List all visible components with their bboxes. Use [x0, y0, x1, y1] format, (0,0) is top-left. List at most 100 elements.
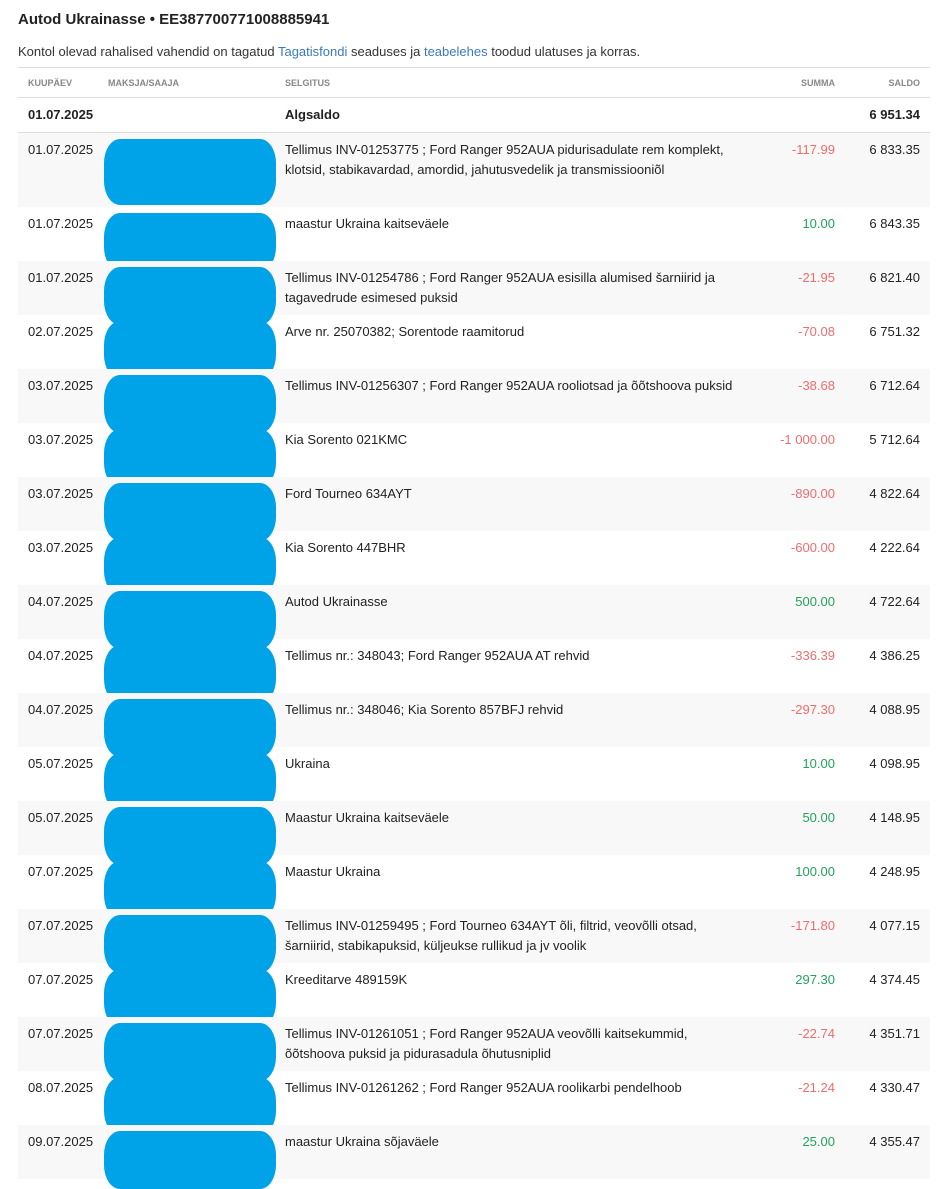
table-row[interactable]: 03.07.2025 Tellimus INV-01256307 ; Ford … — [18, 369, 930, 433]
table-row[interactable]: 05.07.2025 Maastur Ukraina kaitseväele 5… — [18, 801, 930, 865]
row-description: Arve nr. 25070382; Sorentode raamitorud — [285, 324, 525, 339]
note-text: toodud ulatuses ja korras. — [487, 44, 641, 59]
row-date: 01.07.2025 — [28, 142, 94, 157]
row-sum: 500.00 — [795, 594, 835, 609]
redacted-payer-mark — [104, 1023, 276, 1081]
row-payer — [104, 915, 285, 973]
row-description: Maastur Ukraina kaitseväele — [285, 810, 450, 825]
header-balance[interactable]: SALDO — [888, 77, 921, 88]
table-row[interactable]: 03.07.2025 Kia Sorento 021KMC -1 000.00 … — [18, 423, 930, 487]
row-sum: -22.74 — [798, 1026, 835, 1041]
teabelehes-link[interactable]: teabelehes — [423, 44, 488, 59]
row-balance: 4 248.95 — [869, 864, 920, 879]
row-sum: -70.08 — [798, 324, 835, 339]
transactions-body: 01.07.2025 Tellimus INV-01253775 ; Ford … — [18, 133, 930, 1189]
row-date: 04.07.2025 — [28, 702, 94, 717]
row-date: 03.07.2025 — [28, 378, 94, 393]
table-row[interactable]: 03.07.2025 Ford Tourneo 634AYT -890.00 4… — [18, 477, 930, 541]
row-date: 03.07.2025 — [28, 486, 94, 501]
table-row[interactable]: 07.07.2025 Tellimus INV-01259495 ; Ford … — [18, 909, 930, 973]
note-text: Kontol olevad rahalised vahendid on taga… — [18, 44, 278, 59]
row-sum: -117.99 — [791, 142, 835, 157]
row-payer — [104, 429, 285, 487]
redacted-payer-mark — [104, 483, 276, 541]
opening-date: 01.07.2025 — [28, 107, 94, 122]
row-sum: 10.00 — [802, 216, 835, 231]
redacted-payer-mark — [104, 267, 276, 325]
redacted-payer-mark — [104, 591, 276, 649]
row-balance: 6 712.64 — [869, 378, 920, 393]
row-balance: 4 222.64 — [869, 540, 920, 555]
row-date: 02.07.2025 — [28, 324, 94, 339]
row-balance: 4 374.45 — [869, 972, 920, 987]
row-description: Kreeditarve 489159K — [285, 972, 408, 987]
table-row[interactable]: 04.07.2025 Tellimus nr.: 348046; Kia Sor… — [18, 693, 930, 757]
row-payer — [104, 213, 285, 271]
row-sum: 100.00 — [795, 864, 835, 879]
row-payer — [104, 807, 285, 865]
row-balance: 4 351.71 — [869, 1026, 920, 1041]
redacted-payer-mark — [104, 915, 276, 973]
row-balance: 4 077.15 — [869, 918, 920, 933]
redacted-payer-mark — [104, 139, 276, 205]
row-description: Tellimus INV-01261262 ; Ford Ranger 952A… — [285, 1080, 682, 1095]
table-row[interactable]: 05.07.2025 Ukraina 10.00 4 098.95 — [18, 747, 930, 811]
row-payer — [104, 375, 285, 433]
row-date: 09.07.2025 — [28, 1134, 94, 1149]
redacted-payer-mark — [104, 699, 276, 757]
row-date: 07.07.2025 — [28, 918, 94, 933]
row-sum: 297.30 — [795, 972, 835, 987]
row-balance: 6 751.32 — [869, 324, 920, 339]
header-payer[interactable]: MAKSJA/SAAJA — [108, 77, 180, 88]
table-row[interactable]: 04.07.2025 Tellimus nr.: 348043; Ford Ra… — [18, 639, 930, 703]
row-sum: -21.24 — [798, 1080, 835, 1095]
row-payer — [104, 537, 285, 595]
row-balance: 6 833.35 — [869, 142, 920, 157]
table-row[interactable]: 07.07.2025 Maastur Ukraina 100.00 4 248.… — [18, 855, 930, 919]
row-description: maastur Ukraina kaitseväele — [285, 216, 450, 231]
table-row[interactable]: 09.07.2025 maastur Ukraina sõjaväele 25.… — [18, 1125, 930, 1189]
row-date: 07.07.2025 — [28, 864, 94, 879]
table-row[interactable]: 01.07.2025 Tellimus INV-01253775 ; Ford … — [18, 133, 930, 207]
row-balance: 4 098.95 — [869, 756, 920, 771]
row-date: 05.07.2025 — [28, 810, 94, 825]
redacted-payer-mark — [104, 375, 276, 433]
row-description: maastur Ukraina sõjaväele — [285, 1134, 439, 1149]
row-payer — [104, 1077, 285, 1135]
transactions-table: KUUPÄEV MAKSJA/SAAJA SELGITUS SUMMA SALD… — [18, 67, 930, 1189]
table-row[interactable]: 01.07.2025 Tellimus INV-01254786 ; Ford … — [18, 261, 930, 325]
table-row[interactable]: 07.07.2025 Tellimus INV-01261051 ; Ford … — [18, 1017, 930, 1081]
row-payer — [104, 753, 285, 811]
row-description: Kia Sorento 447BHR — [285, 540, 406, 555]
row-sum: 50.00 — [802, 810, 835, 825]
row-balance: 4 722.64 — [869, 594, 920, 609]
row-sum: -21.95 — [798, 270, 835, 285]
table-row[interactable]: 07.07.2025 Kreeditarve 489159K 297.30 4 … — [18, 963, 930, 1027]
row-date: 07.07.2025 — [28, 1026, 94, 1041]
table-row[interactable]: 08.07.2025 Tellimus INV-01261262 ; Ford … — [18, 1071, 930, 1135]
row-payer — [104, 699, 285, 757]
row-date: 04.07.2025 — [28, 648, 94, 663]
row-balance: 4 148.95 — [869, 810, 920, 825]
header-description[interactable]: SELGITUS — [285, 77, 331, 88]
row-payer — [104, 139, 285, 207]
table-header: KUUPÄEV MAKSJA/SAAJA SELGITUS SUMMA SALD… — [18, 68, 930, 98]
row-description: Tellimus INV-01261051 ; Ford Ranger 952A… — [285, 1026, 688, 1061]
row-description: Tellimus INV-01253775 ; Ford Ranger 952A… — [285, 142, 724, 177]
row-payer — [104, 321, 285, 379]
row-date: 01.07.2025 — [28, 270, 94, 285]
row-sum: 10.00 — [802, 756, 835, 771]
row-description: Tellimus INV-01254786 ; Ford Ranger 952A… — [285, 270, 715, 305]
row-sum: -297.30 — [790, 702, 835, 717]
header-sum[interactable]: SUMMA — [801, 77, 835, 88]
row-payer — [104, 1023, 285, 1081]
header-date[interactable]: KUUPÄEV — [28, 77, 73, 88]
table-row[interactable]: 01.07.2025 maastur Ukraina kaitseväele 1… — [18, 207, 930, 271]
tagatisfondi-link[interactable]: Tagatisfondi — [277, 44, 348, 59]
table-row[interactable]: 03.07.2025 Kia Sorento 447BHR -600.00 4 … — [18, 531, 930, 595]
row-description: Ford Tourneo 634AYT — [285, 486, 412, 501]
table-row[interactable]: 04.07.2025 Autod Ukrainasse 500.00 4 722… — [18, 585, 930, 649]
table-row[interactable]: 02.07.2025 Arve nr. 25070382; Sorentode … — [18, 315, 930, 379]
opening-balance-row: 01.07.2025 Algsaldo 6 951.34 — [18, 98, 930, 133]
row-payer — [104, 969, 285, 1027]
